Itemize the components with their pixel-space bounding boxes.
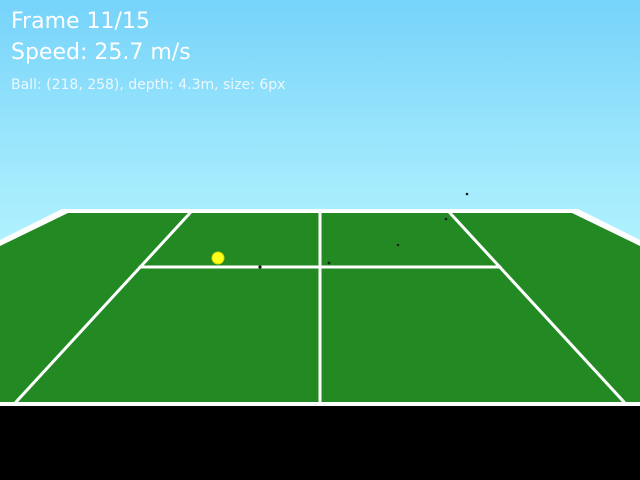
frame-counter: Frame 11/15	[11, 9, 150, 34]
void-ground	[0, 406, 640, 480]
debris-dot	[258, 265, 262, 269]
right-singles-sideline	[448, 211, 626, 404]
debris-dot	[444, 217, 448, 221]
debris-dot	[396, 243, 400, 247]
speed-readout: Speed: 25.7 m/s	[11, 40, 191, 65]
debris-dot	[327, 261, 331, 265]
left-singles-sideline	[14, 211, 192, 404]
ball-info-readout: Ball: (218, 258), depth: 4.3m, size: 6px	[11, 77, 286, 93]
tennis-ball	[211, 251, 225, 265]
debris-dot	[465, 192, 469, 196]
